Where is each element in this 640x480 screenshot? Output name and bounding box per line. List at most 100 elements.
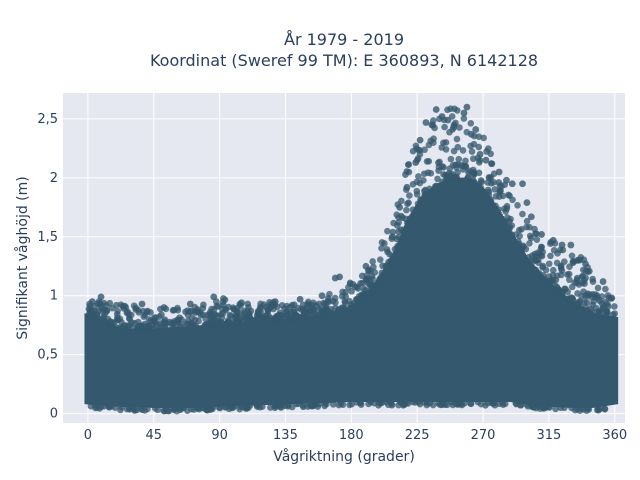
data-point — [141, 407, 149, 414]
data-point — [258, 403, 266, 411]
data-point — [577, 303, 585, 311]
data-point — [117, 324, 125, 331]
data-point — [427, 170, 435, 177]
data-point — [396, 203, 404, 211]
data-point — [244, 318, 252, 325]
data-point — [421, 146, 428, 154]
data-point — [249, 317, 257, 324]
data-point — [222, 306, 229, 314]
data-point — [266, 299, 273, 306]
data-point — [409, 180, 417, 188]
data-point — [523, 199, 531, 207]
data-point — [332, 304, 339, 312]
x-axis-ticks: 0 45 90 135 180 225 270 315 360 — [84, 428, 627, 443]
data-point — [271, 404, 279, 412]
data-point — [458, 400, 465, 408]
data-point — [582, 267, 590, 275]
data-point — [406, 192, 413, 199]
data-point — [341, 298, 349, 305]
data-point — [386, 260, 393, 267]
y-axis-ticks: 0 0,5 1 1,5 2 2,5 — [37, 112, 58, 422]
data-point — [502, 208, 509, 215]
data-point — [235, 318, 242, 325]
data-point — [294, 314, 301, 321]
data-point — [611, 303, 618, 310]
data-point — [212, 320, 219, 328]
data-point — [247, 307, 255, 315]
data-point — [208, 305, 215, 313]
data-point — [415, 173, 422, 180]
data-point — [484, 399, 492, 407]
data-point — [535, 403, 543, 410]
data-point — [324, 294, 332, 302]
data-point — [460, 115, 468, 122]
data-point — [430, 135, 437, 143]
data-point — [384, 227, 391, 235]
data-point — [495, 206, 502, 213]
data-point — [277, 314, 284, 322]
data-point — [601, 405, 609, 413]
data-point — [158, 311, 165, 318]
data-point — [489, 398, 497, 406]
data-point — [348, 400, 356, 408]
data-point — [376, 256, 384, 264]
data-point — [472, 126, 480, 133]
chart-title-line-1: År 1979 - 2019 — [284, 30, 404, 49]
x-tick-label: 270 — [471, 428, 496, 443]
x-tick-label: 315 — [536, 428, 561, 443]
data-point — [356, 399, 364, 407]
data-point — [131, 407, 138, 414]
y-tick-label: 0,5 — [37, 348, 58, 363]
data-point — [199, 304, 207, 312]
data-point — [160, 407, 168, 415]
data-point — [416, 179, 424, 187]
data-point — [484, 179, 492, 186]
data-point — [390, 219, 397, 227]
data-point — [318, 292, 326, 300]
data-point — [599, 278, 607, 285]
data-point — [492, 193, 500, 200]
data-point — [590, 298, 597, 305]
data-point — [552, 405, 559, 413]
data-point — [362, 262, 370, 270]
data-point — [429, 401, 437, 409]
data-point — [435, 163, 443, 171]
y-tick-label: 2,5 — [37, 112, 58, 127]
x-tick-label: 135 — [273, 428, 298, 443]
data-point — [443, 401, 451, 409]
data-point — [388, 233, 396, 241]
chart-title-line-2: Koordinat (Sweref 99 TM): E 360893, N 61… — [150, 51, 538, 70]
data-point — [96, 300, 104, 307]
data-point — [124, 308, 131, 316]
data-point — [406, 215, 414, 222]
data-point — [346, 297, 353, 305]
data-point — [97, 403, 105, 410]
data-point — [152, 314, 160, 321]
data-point — [216, 320, 224, 328]
data-point — [329, 297, 337, 305]
data-point — [541, 276, 549, 283]
data-point — [88, 298, 96, 306]
data-point — [425, 141, 433, 149]
data-point — [385, 401, 392, 409]
data-point — [499, 399, 506, 407]
data-point — [546, 279, 554, 287]
data-point — [611, 310, 619, 317]
data-point — [358, 295, 366, 302]
data-point — [538, 243, 545, 251]
data-point — [405, 161, 413, 168]
data-point — [566, 276, 573, 284]
data-point — [559, 246, 567, 254]
data-point — [284, 401, 291, 409]
data-point — [583, 407, 590, 414]
data-point — [409, 147, 417, 155]
data-point — [535, 269, 543, 277]
data-point — [553, 259, 561, 267]
data-point — [416, 400, 424, 408]
data-point — [329, 401, 337, 408]
data-point — [517, 246, 525, 253]
data-point — [557, 271, 565, 279]
data-point — [282, 311, 290, 319]
data-point — [475, 133, 483, 140]
data-point — [517, 401, 524, 409]
